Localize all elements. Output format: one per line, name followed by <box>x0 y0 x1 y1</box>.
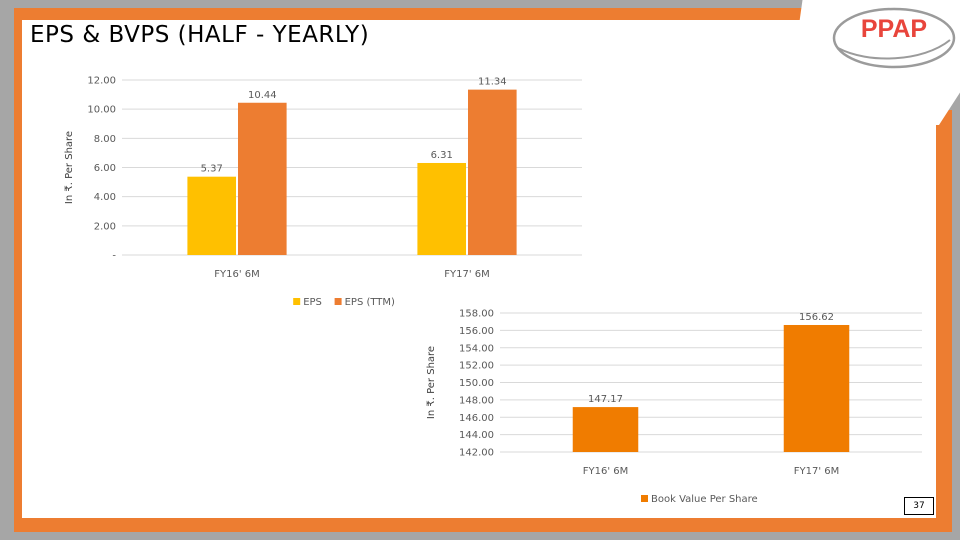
legend-label: EPS <box>303 297 322 308</box>
y-tick-label: 154.00 <box>459 343 494 354</box>
data-label: 5.37 <box>201 164 223 175</box>
legend-swatch <box>334 298 342 305</box>
y-tick-label: 142.00 <box>459 448 494 459</box>
logo-text: PPAP <box>861 15 927 43</box>
logo-ring <box>832 7 956 69</box>
y-tick-label: 6.00 <box>94 163 116 174</box>
logo-swoosh <box>837 39 951 60</box>
bar <box>572 407 639 452</box>
bar <box>238 102 287 255</box>
y-tick-label: 156.00 <box>459 326 494 337</box>
bar <box>417 162 466 255</box>
data-label: 6.31 <box>431 150 453 161</box>
y-tick-label: 146.00 <box>459 413 494 424</box>
x-tick-label: FY17' 6M <box>444 269 490 280</box>
bvps-chart: 142.00 144.00 146.00 148.00 150.00 152.00 154.… <box>426 309 922 505</box>
eps-chart: - 2.00 4.00 6.00 8.00 10.00 12.00 In ₹. Per Sha… <box>64 76 582 308</box>
y-tick-label: 144.00 <box>459 430 494 441</box>
x-tick-label: FY17' 6M <box>794 466 840 477</box>
y-tick-label: 4.00 <box>94 192 116 203</box>
y-axis-label: In ₹. Per Share <box>64 131 75 204</box>
page-number: 37 <box>904 497 934 515</box>
slide-title: EPS & BVPS (HALF - YEARLY) <box>30 22 370 48</box>
legend-swatch <box>293 298 301 305</box>
legend-label: EPS (TTM) <box>345 297 395 308</box>
x-tick-label: FY16' 6M <box>214 269 260 280</box>
y-tick-label: 158.00 <box>459 309 494 320</box>
y-tick-label: 150.00 <box>459 378 494 389</box>
y-tick-label: 148.00 <box>459 395 494 406</box>
y-tick-label: 12.00 <box>87 76 116 87</box>
y-axis-label: In ₹. Per Share <box>426 346 437 419</box>
y-tick-label: - <box>112 251 116 262</box>
y-tick-label: 152.00 <box>459 361 494 372</box>
data-label: 156.62 <box>799 312 834 323</box>
y-tick-label: 2.00 <box>94 221 116 232</box>
data-label: 147.17 <box>588 394 623 405</box>
company-logo: PPAP <box>832 7 956 69</box>
legend-swatch <box>641 495 648 502</box>
x-tick-label: FY16' 6M <box>583 466 629 477</box>
y-tick-label: 8.00 <box>94 134 116 145</box>
logo-corner-panel <box>785 0 960 125</box>
bar <box>783 324 850 452</box>
data-label: 10.44 <box>248 90 277 101</box>
legend-label: Book Value Per Share <box>651 494 758 505</box>
data-label: 11.34 <box>478 77 507 88</box>
bar <box>468 89 517 255</box>
bar <box>187 176 236 255</box>
y-tick-label: 10.00 <box>87 105 116 116</box>
